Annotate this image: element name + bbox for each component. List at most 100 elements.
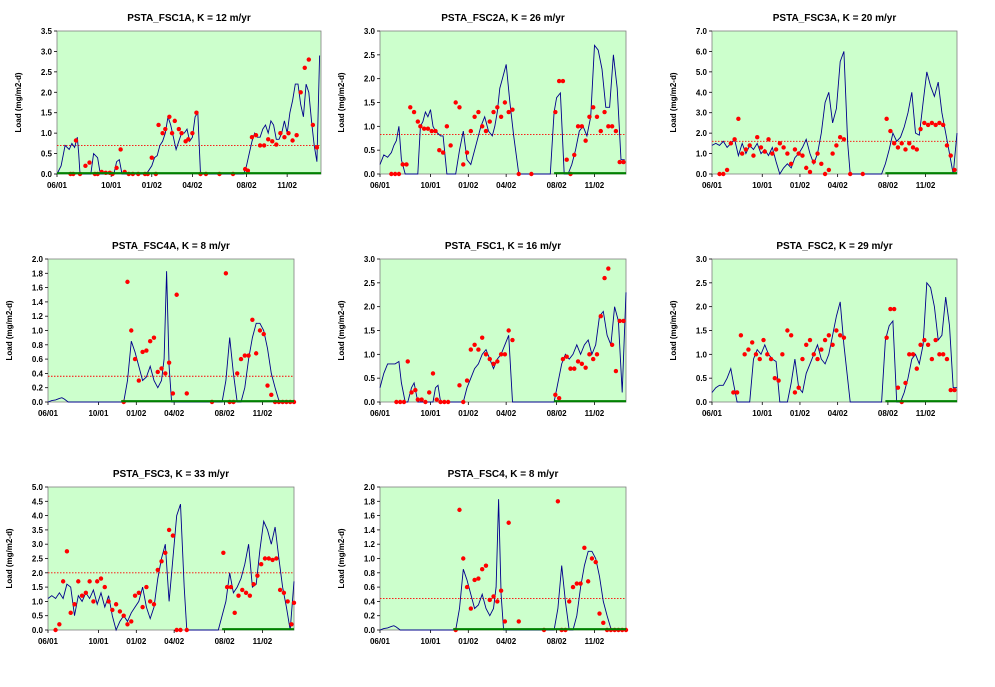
- observed-load-point: [937, 120, 942, 126]
- observed-load-point: [495, 599, 500, 604]
- chart-title: PSTA_FSC4A, K = 8 m/yr: [112, 241, 230, 252]
- y-tick-label: 1.5: [32, 583, 44, 592]
- observed-load-point: [498, 114, 504, 120]
- observed-load-point: [937, 352, 942, 357]
- observed-load-point: [731, 390, 736, 395]
- observed-load-point: [461, 399, 466, 405]
- chart-title: PSTA_FSC1A, K = 12 m/yr: [127, 13, 251, 24]
- observed-load-point: [163, 126, 168, 132]
- x-tick-label: 08/02: [237, 181, 258, 190]
- observed-load-point: [433, 128, 438, 134]
- observed-load-point: [129, 619, 134, 624]
- y-tick-label: 1.8: [32, 269, 44, 278]
- observed-load-point: [479, 567, 485, 572]
- y-tick-label: 0.0: [32, 398, 44, 407]
- observed-load-point: [933, 337, 938, 343]
- plot-area: [47, 258, 295, 403]
- observed-load-point: [570, 584, 576, 590]
- chart-svg-6: PSTA_FSC2, K = 29 m/yr Load (mg/m2-d) 0.0 0…: [669, 241, 958, 418]
- observed-load-point: [792, 390, 798, 395]
- observed-load-point: [83, 163, 88, 169]
- observed-load-point: [464, 378, 470, 383]
- y-axis-label: Load (mg/m2-d): [337, 528, 346, 588]
- x-tick-label: 08/02: [215, 409, 236, 418]
- observed-load-point: [910, 145, 916, 150]
- observed-load-point: [228, 584, 234, 590]
- y-tick-label: 2.0: [364, 303, 376, 312]
- y-tick-label: 2.0: [364, 483, 376, 492]
- y-tick-label: 1.8: [364, 497, 376, 506]
- observed-load-point: [506, 109, 511, 115]
- observed-load-point: [560, 78, 566, 84]
- chart-title: PSTA_FSC1, K = 16 m/yr: [445, 241, 561, 252]
- observed-load-point: [125, 622, 130, 627]
- observed-load-point: [266, 556, 271, 561]
- observed-load-point: [811, 352, 816, 357]
- observed-load-point: [149, 155, 154, 160]
- observed-load-point: [425, 126, 431, 131]
- y-tick-label: 0.8: [364, 569, 376, 578]
- observed-load-point: [948, 387, 953, 393]
- y-tick-label: 4.0: [32, 512, 44, 521]
- observed-load-point: [169, 130, 175, 136]
- observed-load-point: [819, 161, 824, 166]
- x-tick-label: 06/01: [702, 409, 723, 418]
- chart-panel-3: PSTA_FSC3A, K = 20 m/yr Load (mg/m2-d) 0.0…: [664, 7, 961, 200]
- observed-load-point: [738, 333, 744, 338]
- observed-load-point: [57, 622, 62, 627]
- observed-load-point: [556, 395, 562, 401]
- observed-load-point: [415, 119, 421, 124]
- x-tick-label: 06/01: [38, 637, 59, 646]
- observed-load-point: [457, 105, 462, 110]
- observed-load-point: [235, 371, 240, 376]
- observed-load-point: [602, 109, 607, 115]
- observed-load-point: [582, 545, 587, 550]
- observed-load-point: [156, 122, 161, 128]
- observed-load-point: [736, 116, 741, 122]
- observed-load-point: [834, 143, 839, 148]
- observed-load-point: [278, 130, 283, 136]
- y-tick-label: 1.2: [364, 540, 376, 549]
- observed-load-point: [583, 138, 588, 143]
- observed-load-point: [163, 550, 168, 555]
- y-tick-label: 7.0: [696, 27, 708, 36]
- y-tick-label: 1.0: [32, 597, 44, 606]
- chart-panel-7: PSTA_FSC3, K = 33 m/yr Load (mg/m2-d) 0.0 0…: [0, 463, 298, 656]
- y-tick-label: 0.2: [364, 612, 376, 621]
- observed-load-point: [468, 128, 474, 134]
- x-tick-label: 11/02: [585, 409, 605, 418]
- x-tick-label: 01/02: [142, 181, 163, 190]
- observed-load-point: [457, 383, 462, 388]
- x-tick-label: 01/02: [458, 409, 479, 418]
- observed-load-point: [243, 590, 249, 596]
- observed-load-point: [457, 507, 462, 513]
- observed-load-point: [815, 356, 820, 362]
- observed-load-point: [555, 499, 561, 504]
- observed-load-point: [302, 65, 307, 70]
- observed-load-point: [409, 390, 414, 395]
- x-tick-label: 06/01: [38, 409, 59, 418]
- observed-load-point: [815, 151, 820, 156]
- y-tick-label: 0.6: [364, 583, 376, 592]
- observed-load-point: [487, 356, 492, 362]
- observed-load-point: [247, 593, 253, 598]
- observed-load-point: [837, 333, 843, 338]
- chart-svg-2: PSTA_FSC2A, K = 26 m/yr Load (mg/m2-d) 0.0…: [337, 13, 627, 190]
- observed-load-point: [606, 124, 611, 129]
- observed-load-point: [773, 147, 779, 152]
- observed-load-point: [257, 143, 263, 148]
- observed-load-point: [129, 328, 134, 333]
- observed-load-point: [394, 399, 399, 405]
- observed-load-point: [591, 356, 596, 362]
- observed-load-point: [246, 353, 251, 358]
- observed-load-point: [724, 167, 730, 173]
- observed-load-point: [53, 627, 58, 633]
- y-axis-label: Load (mg/m2-d): [5, 528, 14, 588]
- observed-load-point: [762, 149, 767, 154]
- x-tick-label: 08/02: [878, 409, 899, 418]
- observed-load-point: [734, 390, 740, 395]
- observed-load-point: [750, 340, 755, 345]
- observed-load-point: [491, 361, 496, 367]
- observed-load-point: [888, 128, 893, 134]
